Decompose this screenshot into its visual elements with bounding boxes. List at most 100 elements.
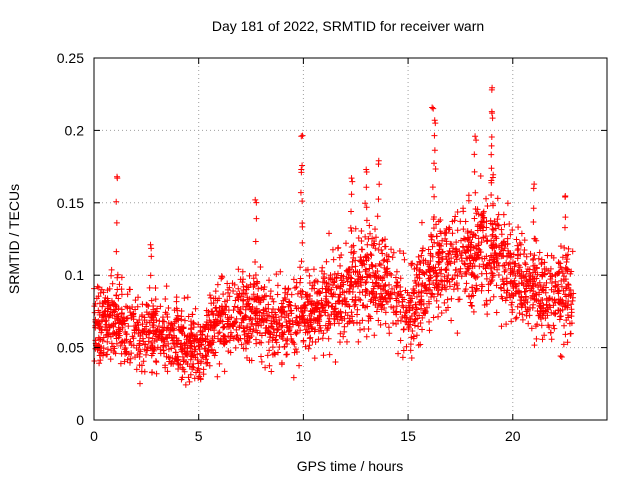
- data-point: [565, 281, 572, 288]
- data-point: [264, 312, 271, 319]
- data-point: [467, 252, 474, 259]
- data-point: [429, 253, 436, 260]
- data-point: [297, 189, 304, 196]
- data-point: [562, 299, 569, 306]
- data-point: [519, 311, 526, 318]
- data-point: [127, 286, 134, 293]
- data-point: [332, 305, 339, 312]
- data-point: [478, 219, 485, 225]
- data-point: [544, 252, 551, 259]
- data-point: [131, 329, 138, 336]
- data-point: [358, 258, 365, 265]
- data-point: [344, 312, 351, 319]
- data-point: [224, 297, 231, 304]
- data-point: [505, 247, 512, 254]
- data-point: [226, 337, 233, 344]
- data-point: [331, 278, 338, 285]
- data-point: [100, 334, 107, 341]
- data-point: [566, 287, 573, 294]
- data-point: [153, 327, 160, 334]
- data-point: [489, 256, 496, 263]
- data-point: [524, 307, 531, 314]
- data-point: [134, 319, 141, 326]
- data-point: [120, 314, 127, 321]
- data-point: [493, 309, 500, 316]
- data-point: [509, 283, 516, 290]
- data-point: [521, 288, 528, 295]
- data-point: [194, 351, 201, 358]
- data-point: [169, 334, 176, 341]
- data-point: [106, 285, 113, 292]
- data-point: [439, 278, 446, 285]
- data-point: [501, 280, 508, 287]
- data-point: [494, 195, 501, 202]
- data-point: [459, 243, 466, 250]
- data-point: [524, 299, 531, 306]
- data-point: [143, 309, 150, 316]
- data-point: [452, 213, 459, 220]
- data-point: [190, 360, 197, 367]
- data-point: [529, 256, 536, 263]
- data-point: [533, 335, 540, 342]
- data-point: [464, 255, 471, 262]
- data-point: [462, 236, 469, 243]
- data-point: [251, 296, 258, 303]
- data-point: [296, 362, 303, 369]
- data-point: [215, 330, 222, 337]
- data-point: [484, 203, 491, 210]
- data-point: [239, 268, 246, 275]
- data-point: [274, 282, 281, 289]
- data-point: [426, 327, 433, 334]
- data-point: [179, 330, 186, 337]
- data-point: [278, 300, 285, 307]
- data-point: [472, 287, 479, 294]
- data-point: [408, 334, 415, 341]
- data-point: [145, 328, 152, 335]
- data-point: [528, 325, 535, 332]
- data-point: [478, 287, 485, 294]
- data-point: [428, 265, 435, 272]
- data-point: [138, 313, 145, 320]
- data-point: [539, 286, 546, 293]
- data-point: [347, 224, 354, 231]
- data-point: [483, 195, 490, 202]
- data-point: [293, 305, 300, 312]
- data-point: [487, 280, 494, 287]
- data-point: [416, 298, 423, 305]
- data-point: [230, 287, 237, 294]
- data-point: [268, 368, 275, 375]
- data-point: [333, 274, 340, 281]
- data-point: [569, 248, 576, 255]
- data-point: [548, 286, 555, 293]
- data-point: [253, 215, 260, 222]
- data-point: [323, 258, 330, 265]
- data-point: [458, 249, 465, 256]
- data-point: [269, 295, 276, 302]
- data-point: [141, 317, 148, 324]
- data-point: [231, 303, 238, 310]
- data-point: [92, 324, 99, 331]
- data-point: [359, 246, 366, 253]
- data-point: [372, 234, 379, 241]
- data-point: [322, 307, 329, 314]
- data-point: [375, 273, 382, 280]
- data-point: [534, 321, 541, 328]
- data-point: [324, 299, 331, 306]
- data-point: [258, 358, 265, 365]
- data-point: [287, 331, 294, 338]
- data-point: [382, 243, 389, 250]
- data-point: [449, 275, 456, 282]
- data-point: [382, 320, 389, 327]
- data-point: [132, 354, 139, 361]
- data-point: [379, 250, 386, 257]
- data-point: [165, 340, 172, 347]
- data-point: [291, 349, 298, 356]
- data-point: [325, 335, 332, 342]
- data-point: [206, 338, 213, 345]
- data-point: [337, 262, 344, 269]
- data-point: [403, 343, 410, 350]
- data-point: [382, 281, 389, 288]
- data-point: [430, 280, 437, 287]
- data-point: [468, 228, 475, 235]
- data-point: [514, 247, 521, 254]
